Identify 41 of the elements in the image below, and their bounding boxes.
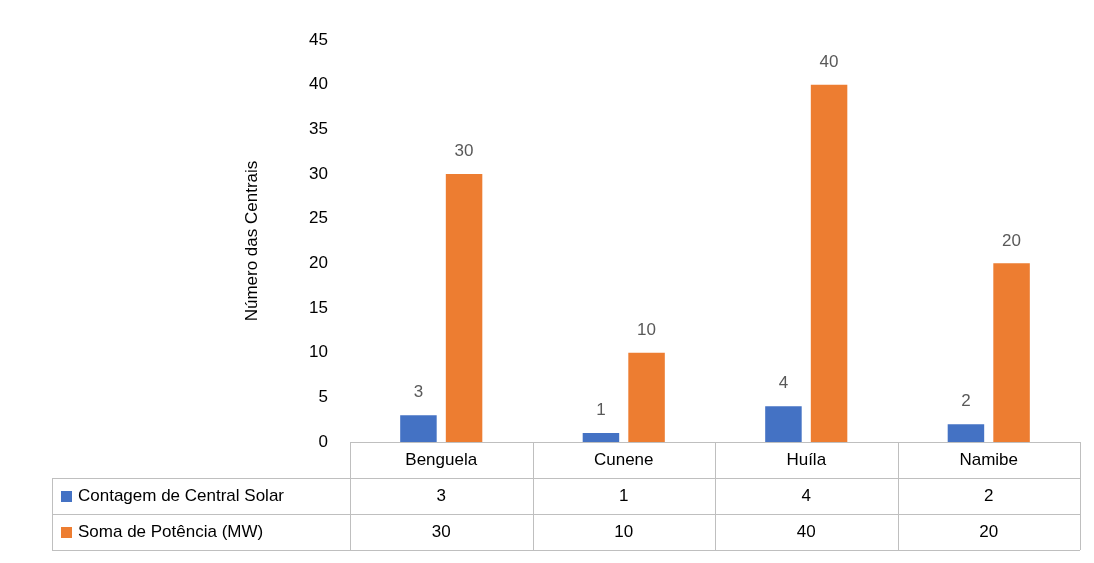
x-tick-label: Huíla <box>786 449 827 469</box>
y-tick-label: 15 <box>309 297 328 317</box>
data-label: 1 <box>619 485 629 505</box>
annotation: 10 <box>637 319 657 339</box>
data-label: 4 <box>801 485 811 505</box>
bar <box>628 352 665 442</box>
data-label: 30 <box>431 521 451 541</box>
y-tick-label: 10 <box>309 342 328 362</box>
x-tick-label: Benguela <box>405 449 478 469</box>
y-tick-label: 45 <box>309 29 328 49</box>
bar <box>810 84 848 442</box>
legend-label: Contagem de Central Solar <box>78 485 285 505</box>
y-axis-title: Número das Centrais <box>241 160 261 322</box>
data-label: 10 <box>614 521 634 541</box>
x-tick-label: Namibe <box>959 449 1019 469</box>
data-label: 2 <box>984 485 994 505</box>
y-tick-label: 0 <box>318 431 328 451</box>
y-tick-label: 5 <box>318 387 328 407</box>
bar <box>765 406 802 442</box>
data-label: 40 <box>796 521 816 541</box>
annotation: 3 <box>413 382 424 402</box>
annotation: 4 <box>778 373 789 393</box>
annotation: 20 <box>1002 230 1022 250</box>
bar <box>947 424 985 442</box>
legend-label: Soma de Potência (MW) <box>78 521 264 541</box>
y-tick-label: 25 <box>309 208 328 228</box>
y-tick-label: 30 <box>309 163 328 183</box>
bar <box>582 433 620 442</box>
y-tick-label: 20 <box>309 253 328 273</box>
annotation: 2 <box>961 391 971 411</box>
y-tick-label: 35 <box>309 119 328 139</box>
annotation: 40 <box>819 51 839 71</box>
y-tick-label: 40 <box>309 74 328 94</box>
bar <box>445 174 483 442</box>
x-tick-label: Cunene <box>593 449 654 469</box>
bar <box>400 415 437 442</box>
annotation: 30 <box>454 141 474 161</box>
annotation: 1 <box>596 400 606 420</box>
data-label: 3 <box>436 485 446 505</box>
data-label: 20 <box>979 521 999 541</box>
bar <box>993 263 1030 442</box>
